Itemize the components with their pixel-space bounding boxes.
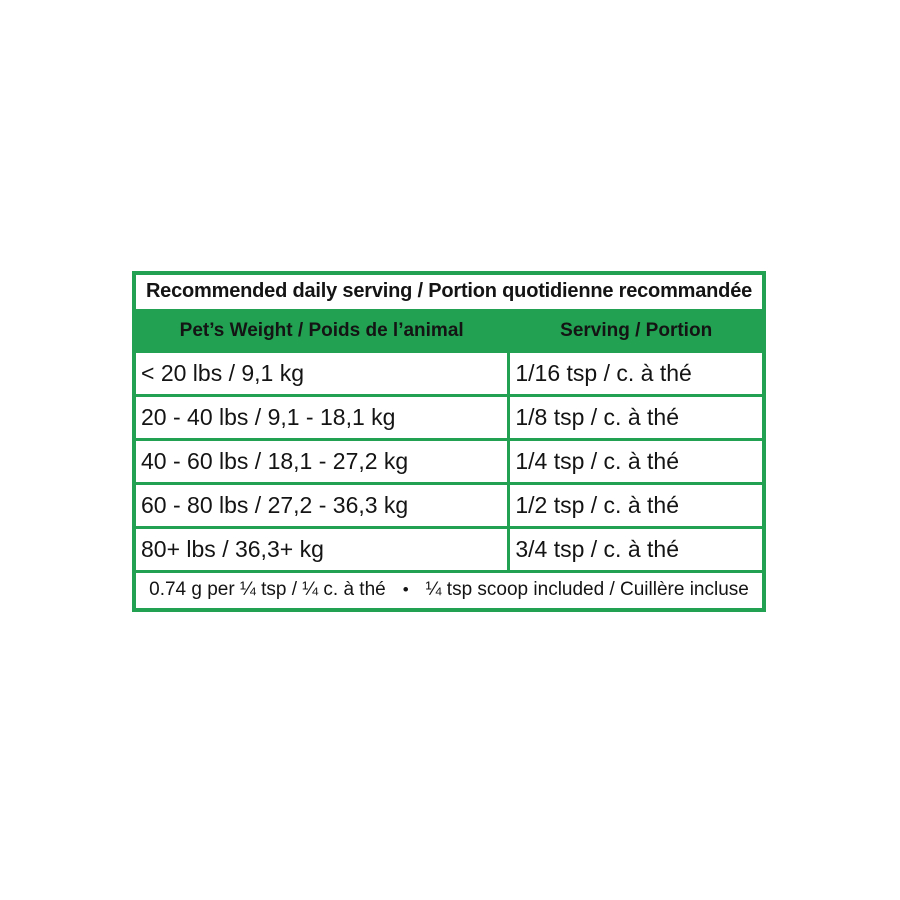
table-row: 20 - 40 lbs / 9,1 - 18,1 kg 1/8 tsp / c.…: [132, 393, 766, 441]
column-header-weight: Pet’s Weight / Poids de l’animal: [132, 308, 511, 353]
footnote-row: 0.74 g per ¼ tsp / ¼ c. à thé • ¼ tsp scoo…: [132, 569, 766, 612]
table-row: 40 - 60 lbs / 18,1 - 27,2 kg 1/4 tsp / c…: [132, 437, 766, 485]
serving-cell: 1/4 tsp / c. à thé: [507, 437, 766, 485]
table-row: 80+ lbs / 36,3+ kg 3/4 tsp / c. à thé: [132, 525, 766, 573]
footnote-scoop: ¼ tsp scoop included / Cuillère incluse: [425, 579, 749, 601]
serving-cell: 1/8 tsp / c. à thé: [507, 393, 766, 441]
bullet-separator: •: [402, 580, 409, 600]
weight-cell: 60 - 80 lbs / 27,2 - 36,3 kg: [132, 481, 511, 529]
serving-cell: 3/4 tsp / c. à thé: [507, 525, 766, 573]
weight-cell: 20 - 40 lbs / 9,1 - 18,1 kg: [132, 393, 511, 441]
weight-cell: < 20 lbs / 9,1 kg: [132, 349, 511, 397]
table-title: Recommended daily serving / Portion quot…: [132, 271, 766, 312]
table-row: < 20 lbs / 9,1 kg 1/16 tsp / c. à thé: [132, 349, 766, 397]
footnote: 0.74 g per ¼ tsp / ¼ c. à thé • ¼ tsp scoo…: [132, 569, 766, 612]
title-row: Recommended daily serving / Portion quot…: [132, 271, 766, 312]
feeding-guide: Recommended daily serving / Portion quot…: [132, 271, 766, 612]
column-header-serving: Serving / Portion: [507, 308, 766, 353]
footnote-dosage: 0.74 g per ¼ tsp / ¼ c. à thé: [149, 579, 386, 601]
table-row: 60 - 80 lbs / 27,2 - 36,3 kg 1/2 tsp / c…: [132, 481, 766, 529]
serving-table: Recommended daily serving / Portion quot…: [132, 271, 766, 612]
serving-cell: 1/2 tsp / c. à thé: [507, 481, 766, 529]
weight-cell: 80+ lbs / 36,3+ kg: [132, 525, 511, 573]
header-row: Pet’s Weight / Poids de l’animal Serving…: [132, 308, 766, 353]
weight-cell: 40 - 60 lbs / 18,1 - 27,2 kg: [132, 437, 511, 485]
serving-cell: 1/16 tsp / c. à thé: [507, 349, 766, 397]
